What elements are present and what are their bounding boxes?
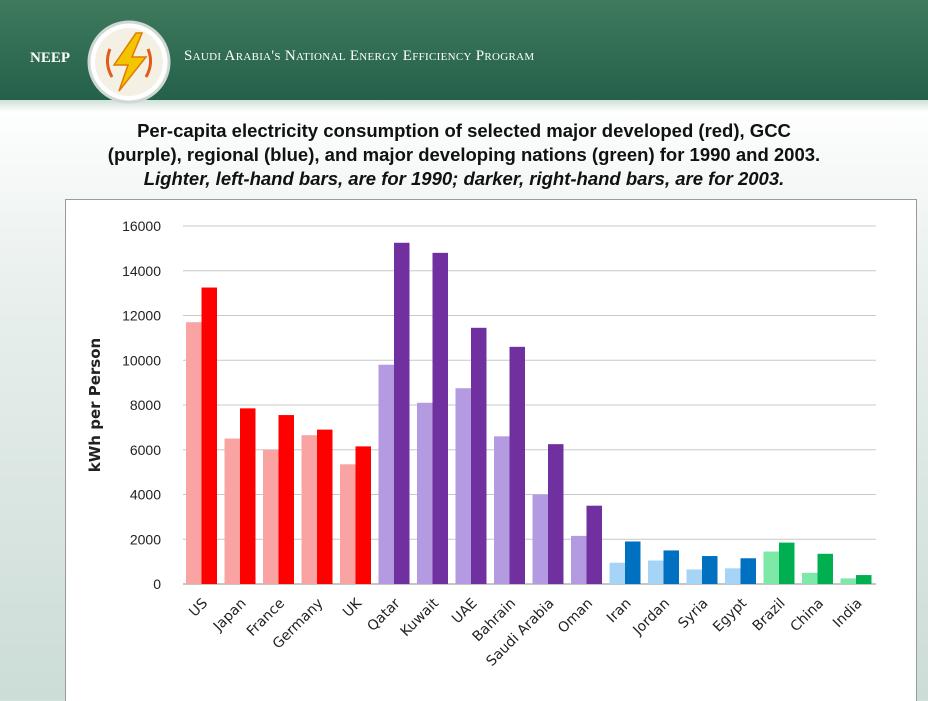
y-tick-label: 8000 xyxy=(130,397,161,413)
bar-uae-2003 xyxy=(471,327,487,584)
header-divider xyxy=(0,100,928,112)
chart-title-line-1: Per-capita electricity consumption of se… xyxy=(137,120,791,141)
bar-kuwait-1990 xyxy=(417,402,433,584)
bar-saudi-arabia-2003 xyxy=(548,444,564,584)
bar-china-1990 xyxy=(802,572,818,584)
x-tick-label: Iran xyxy=(604,596,635,627)
bar-iran-1990 xyxy=(609,562,625,584)
bar-qatar-1990 xyxy=(378,364,394,584)
x-tick-label: Egypt xyxy=(710,595,750,635)
y-tick-label: 16000 xyxy=(122,218,161,234)
bar-uk-1990 xyxy=(340,464,356,584)
bar-oman-2003 xyxy=(586,505,602,584)
y-tick-label: 14000 xyxy=(122,263,161,279)
bar-oman-1990 xyxy=(571,535,587,584)
program-name: Saudi Arabia's National Energy Efficienc… xyxy=(184,48,535,64)
bar-qatar-2003 xyxy=(394,242,410,584)
x-tick-label: Syria xyxy=(675,596,711,632)
bar-chart: 0 2000 4000 6000 8000 10000 12000 14000 16000 kWh… xyxy=(86,218,876,670)
x-tick-label: Saudi Arabia xyxy=(483,596,557,670)
bar-us-2003 xyxy=(201,287,217,584)
chart-title-line-2: (purple), regional (blue), and major dev… xyxy=(107,144,821,165)
x-tick-label: India xyxy=(830,596,866,632)
bar-jordan-2003 xyxy=(663,550,679,584)
bar-bahrain-1990 xyxy=(494,436,510,584)
y-axis-label: kWh per Person xyxy=(86,338,104,472)
x-tick-label: UK xyxy=(340,595,366,621)
y-tick-label: 6000 xyxy=(130,442,161,458)
bar-brazil-2003 xyxy=(779,542,795,584)
y-tick-label: 10000 xyxy=(122,352,161,368)
x-tick-label: US xyxy=(186,595,211,620)
bar-germany-1990 xyxy=(301,435,317,584)
bar-iran-2003 xyxy=(625,541,641,584)
x-tick-label: Brazil xyxy=(750,596,789,635)
bar-bahrain-2003 xyxy=(509,346,525,584)
bar-egypt-2003 xyxy=(740,558,756,584)
bar-china-2003 xyxy=(817,553,833,584)
brand-label: NEEP xyxy=(30,50,71,66)
bar-india-2003 xyxy=(856,575,872,584)
x-tick-label: UAE xyxy=(449,596,481,628)
bar-france-1990 xyxy=(263,449,279,584)
y-tick-label: 0 xyxy=(153,576,161,592)
bar-syria-1990 xyxy=(686,569,702,584)
chart-title-line-3: Lighter, left-hand bars, are for 1990; d… xyxy=(143,168,785,189)
x-tick-label: Jordan xyxy=(630,596,674,640)
bar-egypt-1990 xyxy=(725,568,741,584)
x-tick-label: China xyxy=(787,596,827,636)
y-tick-label: 12000 xyxy=(122,308,161,324)
y-tick-label: 2000 xyxy=(130,531,161,547)
bar-saudi-arabia-1990 xyxy=(532,494,548,584)
bar-japan-2003 xyxy=(240,408,256,584)
lightning-logo-icon xyxy=(87,20,171,104)
bar-kuwait-2003 xyxy=(432,252,448,584)
bar-france-2003 xyxy=(278,415,294,584)
bar-syria-2003 xyxy=(702,556,718,584)
bar-japan-1990 xyxy=(224,438,240,584)
x-tick-label: Kuwait xyxy=(398,595,443,640)
bar-brazil-1990 xyxy=(763,551,779,584)
bar-uk-2003 xyxy=(355,446,371,584)
bar-us-1990 xyxy=(186,322,202,584)
y-tick-label: 4000 xyxy=(130,487,161,503)
chart-area: 0 2000 4000 6000 8000 10000 12000 14000 16000 kWh… xyxy=(65,199,917,701)
bar-uae-1990 xyxy=(455,388,471,584)
x-tick-label: Oman xyxy=(555,596,596,637)
bar-jordan-1990 xyxy=(648,560,664,584)
bar-germany-2003 xyxy=(317,429,333,584)
bar-india-1990 xyxy=(840,578,856,584)
